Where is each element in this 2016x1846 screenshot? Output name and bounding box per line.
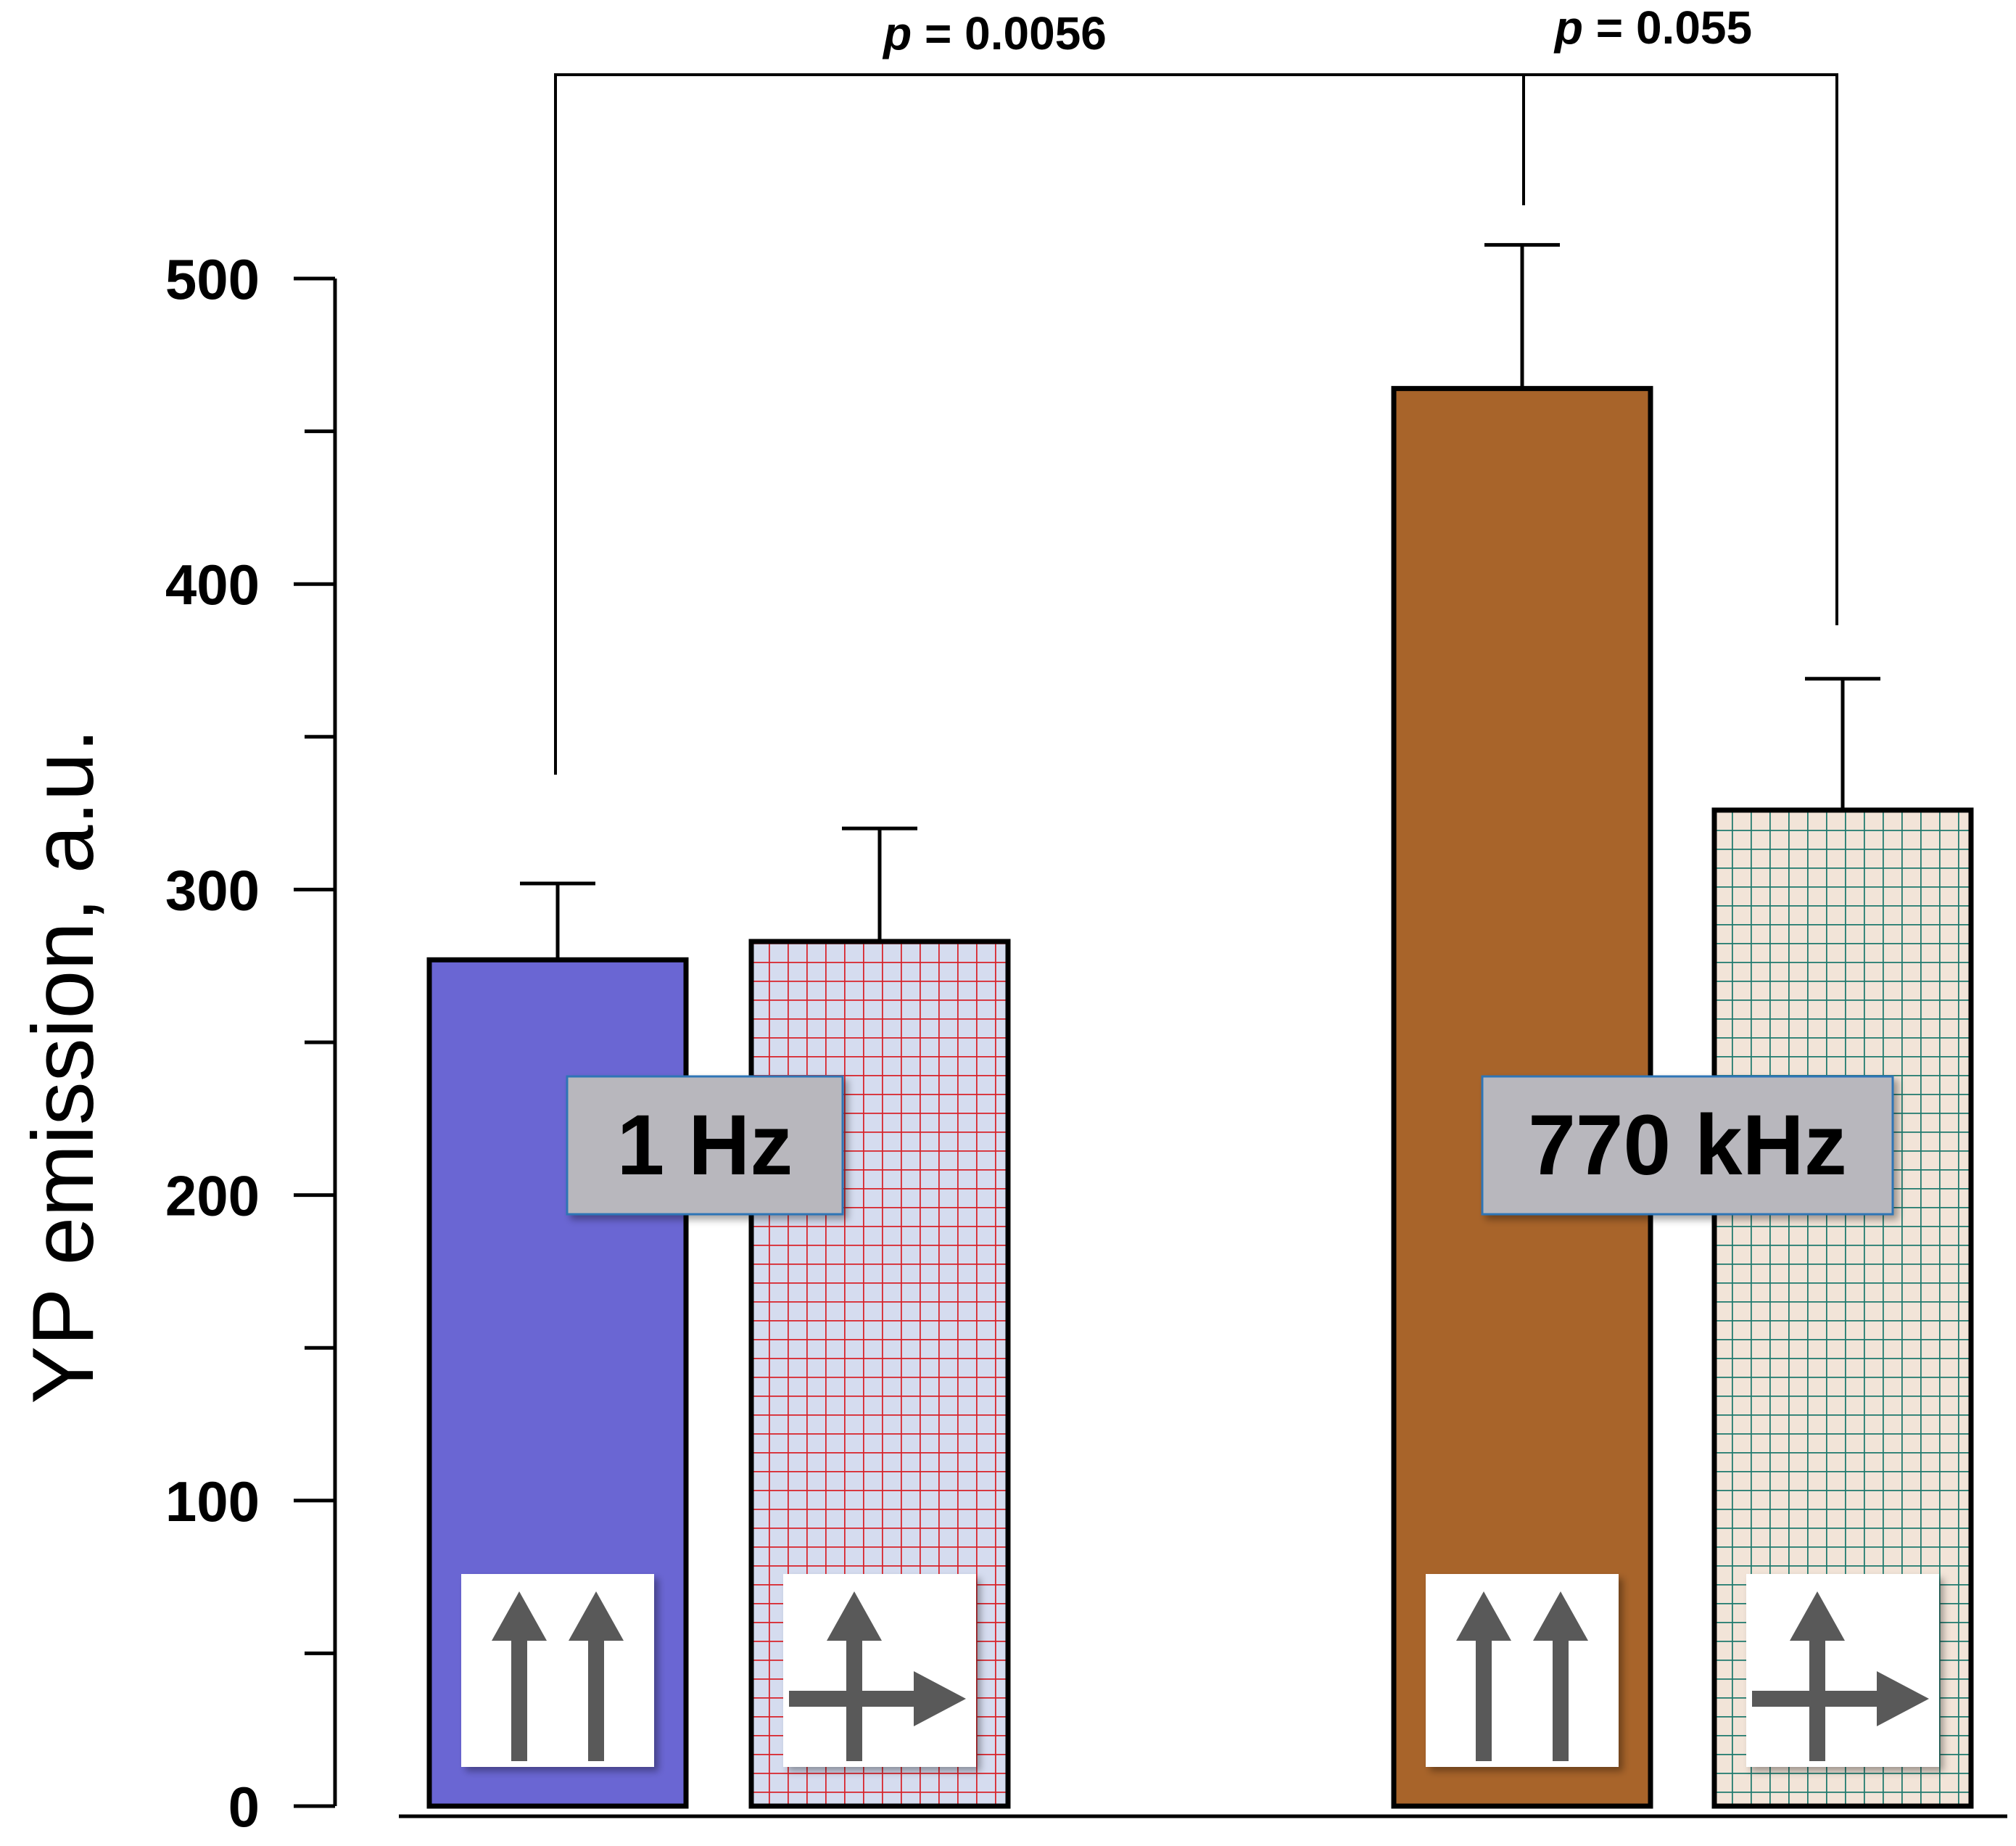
p-value: = 0.055 xyxy=(1583,1,1752,54)
arrow-shaft xyxy=(1553,1632,1569,1761)
label-text: 1 Hz xyxy=(617,1097,793,1193)
p-value-label: p = 0.055 xyxy=(1553,1,1752,54)
significance-bracket-1: p = 0.0056 xyxy=(554,7,1525,775)
icon-frame xyxy=(461,1574,654,1767)
arrow-shaft xyxy=(511,1632,527,1761)
significance-bracket-2: p = 0.055 xyxy=(1524,1,1838,625)
icon-frame xyxy=(1426,1574,1619,1767)
arrow-shaft xyxy=(1476,1632,1492,1761)
y-tick-label: 400 xyxy=(165,553,260,617)
arrow-head xyxy=(569,1591,624,1641)
bracket-line xyxy=(1524,73,1838,625)
y-tick-label: 300 xyxy=(165,858,260,922)
arrow-shaft xyxy=(588,1632,604,1761)
p-symbol: p xyxy=(882,7,912,59)
arrow-head-up xyxy=(827,1591,882,1641)
label-box xyxy=(566,1075,844,1216)
label-text: 770 kHz xyxy=(1528,1097,1847,1193)
y-tick-label: 200 xyxy=(165,1164,260,1228)
arrow-head-right xyxy=(914,1671,966,1726)
perpendicular-arrows-icon xyxy=(783,1574,976,1767)
y-axis-title: YP emission, a.u. xyxy=(15,728,112,1404)
perpendicular-arrows-icon xyxy=(1746,1574,1939,1767)
y-tick-label: 100 xyxy=(165,1470,260,1533)
arrow-shaft-horizontal xyxy=(1752,1691,1883,1707)
icon-frame xyxy=(783,1574,976,1767)
parallel-arrows-icon xyxy=(461,1574,654,1767)
p-value-label: p = 0.0056 xyxy=(882,7,1107,59)
parallel-arrows-icon xyxy=(1426,1574,1619,1767)
group-label-1hz: 1 Hz xyxy=(566,1075,844,1216)
label-box xyxy=(1481,1075,1894,1216)
p-value: = 0.0056 xyxy=(912,7,1107,59)
y-tick-label: 0 xyxy=(228,1775,260,1839)
arrow-head-up xyxy=(1790,1591,1845,1641)
y-tick-label: 500 xyxy=(165,247,260,311)
arrow-head xyxy=(492,1591,547,1641)
icon-frame xyxy=(1746,1574,1939,1767)
arrow-head xyxy=(1533,1591,1588,1641)
bracket-line xyxy=(554,73,1525,775)
p-symbol: p xyxy=(1553,1,1583,54)
arrow-head-right xyxy=(1877,1671,1929,1726)
arrow-shaft-horizontal xyxy=(789,1691,920,1707)
arrow-head xyxy=(1456,1591,1511,1641)
group-label-770khz: 770 kHz xyxy=(1481,1075,1894,1216)
